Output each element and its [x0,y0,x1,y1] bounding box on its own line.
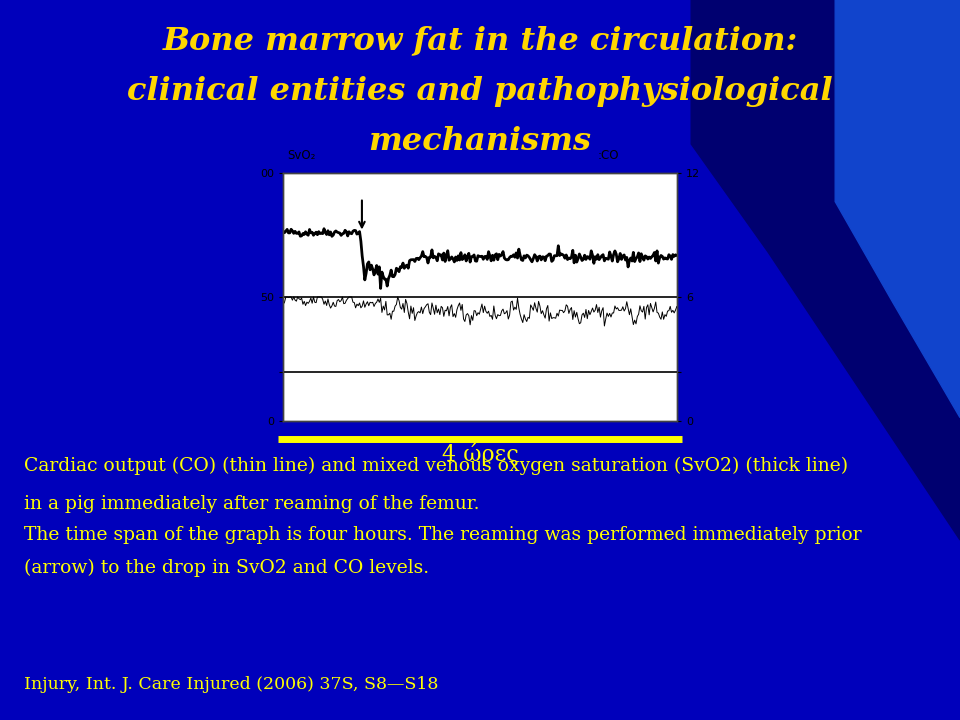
Text: clinical entities and pathophysiological: clinical entities and pathophysiological [127,76,833,107]
Text: 4 ώρες: 4 ώρες [442,443,518,466]
Polygon shape [835,0,960,418]
Text: The time span of the graph is four hours. The reaming was performed immediately : The time span of the graph is four hours… [24,526,862,544]
Text: in a pig immediately after reaming of the femur.: in a pig immediately after reaming of th… [24,495,479,513]
Text: SvO₂: SvO₂ [287,148,316,161]
Text: (arrow) to the drop in SvO2 and CO levels.: (arrow) to the drop in SvO2 and CO level… [24,558,429,577]
Polygon shape [691,0,960,540]
Text: Injury, Int. J. Care Injured (2006) 37S, S8—S18: Injury, Int. J. Care Injured (2006) 37S,… [24,675,439,693]
Text: mechanisms: mechanisms [369,126,591,157]
Text: Bone marrow fat in the circulation:: Bone marrow fat in the circulation: [162,25,798,56]
Text: :CO: :CO [598,148,619,161]
Text: Cardiac output (CO) (thin line) and mixed venous oxygen saturation (SvO2) (thick: Cardiac output (CO) (thin line) and mixe… [24,457,848,475]
